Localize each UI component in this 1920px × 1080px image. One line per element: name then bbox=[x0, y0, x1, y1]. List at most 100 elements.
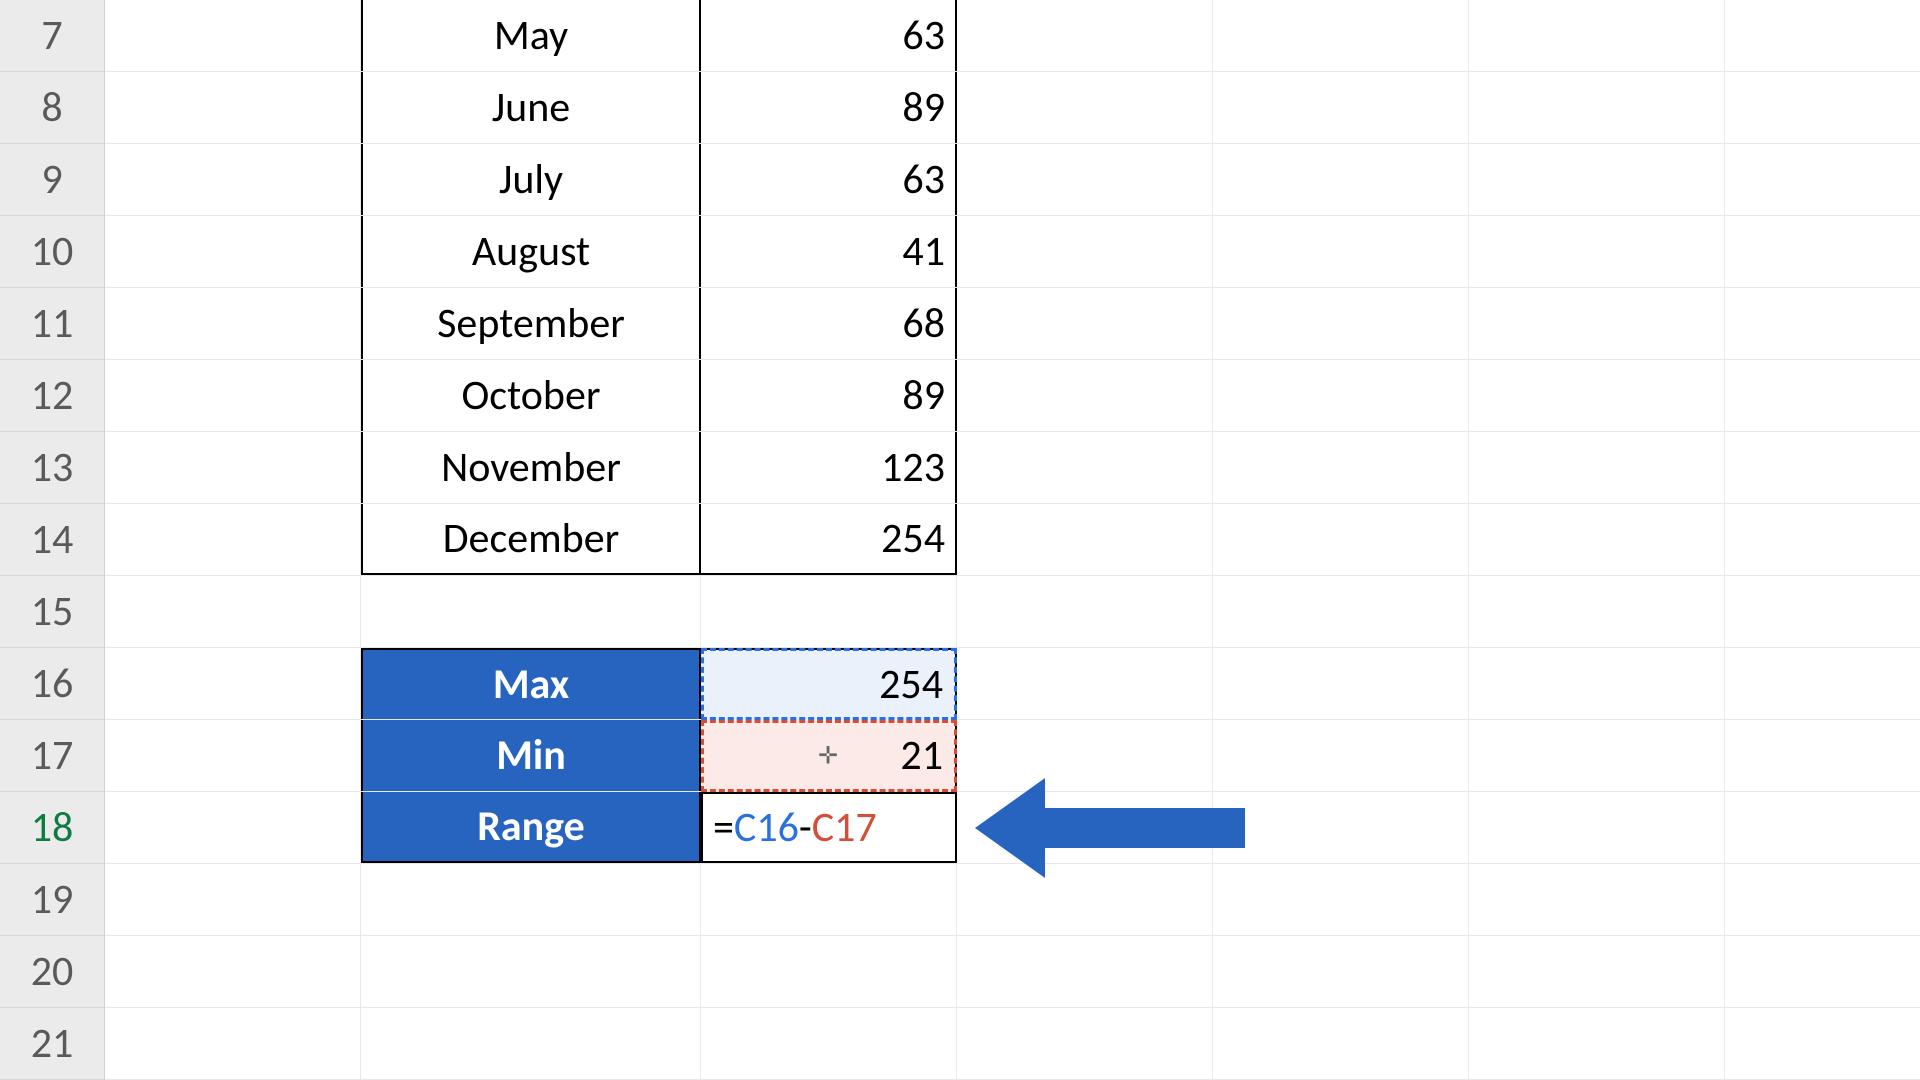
row-header-21[interactable]: 21 bbox=[0, 1008, 104, 1080]
cell-a9[interactable] bbox=[105, 144, 361, 215]
cell-e10[interactable] bbox=[1213, 216, 1469, 287]
cell-c16-max-value[interactable]: 254 bbox=[701, 648, 957, 719]
cell-a14[interactable] bbox=[105, 504, 361, 575]
row-header-19[interactable]: 19 bbox=[0, 864, 104, 936]
cell-e11[interactable] bbox=[1213, 288, 1469, 359]
cell-d11[interactable] bbox=[957, 288, 1213, 359]
cell-a16[interactable] bbox=[105, 648, 361, 719]
cell-c10-value[interactable]: 41 bbox=[701, 216, 957, 287]
cell-g18[interactable] bbox=[1725, 792, 1920, 863]
cell-c19[interactable] bbox=[701, 864, 957, 935]
cell-b12-month[interactable]: October bbox=[361, 360, 701, 431]
cell-f12[interactable] bbox=[1469, 360, 1725, 431]
cell-e15[interactable] bbox=[1213, 576, 1469, 647]
cell-b10-month[interactable]: August bbox=[361, 216, 701, 287]
row-header-10[interactable]: 10 bbox=[0, 216, 104, 288]
row-header-17[interactable]: 17 bbox=[0, 720, 104, 792]
cell-b15[interactable] bbox=[361, 576, 701, 647]
row-header-15[interactable]: 15 bbox=[0, 576, 104, 648]
cell-a20[interactable] bbox=[105, 936, 361, 1007]
cell-a8[interactable] bbox=[105, 72, 361, 143]
cell-e21[interactable] bbox=[1213, 1008, 1469, 1079]
cell-g19[interactable] bbox=[1725, 864, 1920, 935]
cell-g11[interactable] bbox=[1725, 288, 1920, 359]
cell-a21[interactable] bbox=[105, 1008, 361, 1079]
cell-a18[interactable] bbox=[105, 792, 361, 863]
cell-a15[interactable] bbox=[105, 576, 361, 647]
cell-b19[interactable] bbox=[361, 864, 701, 935]
cell-a7[interactable] bbox=[105, 0, 361, 71]
cell-a19[interactable] bbox=[105, 864, 361, 935]
row-header-18[interactable]: 18 bbox=[0, 792, 104, 864]
cell-c12-value[interactable]: 89 bbox=[701, 360, 957, 431]
cell-f11[interactable] bbox=[1469, 288, 1725, 359]
cell-f7[interactable] bbox=[1469, 0, 1725, 71]
row-header-12[interactable]: 12 bbox=[0, 360, 104, 432]
cell-a17[interactable] bbox=[105, 720, 361, 791]
cell-c11-value[interactable]: 68 bbox=[701, 288, 957, 359]
cell-e9[interactable] bbox=[1213, 144, 1469, 215]
cell-g20[interactable] bbox=[1725, 936, 1920, 1007]
cell-d15[interactable] bbox=[957, 576, 1213, 647]
cell-b11-month[interactable]: September bbox=[361, 288, 701, 359]
cell-b9-month[interactable]: July bbox=[361, 144, 701, 215]
cell-g9[interactable] bbox=[1725, 144, 1920, 215]
cell-a13[interactable] bbox=[105, 432, 361, 503]
cell-c8-value[interactable]: 89 bbox=[701, 72, 957, 143]
cell-e8[interactable] bbox=[1213, 72, 1469, 143]
cell-b17-min-label[interactable]: Min bbox=[361, 720, 701, 791]
cell-c15[interactable] bbox=[701, 576, 957, 647]
cell-f16[interactable] bbox=[1469, 648, 1725, 719]
cell-c17-min-value[interactable]: ✛ 21 bbox=[701, 720, 957, 791]
cell-f8[interactable] bbox=[1469, 72, 1725, 143]
cell-g17[interactable] bbox=[1725, 720, 1920, 791]
cell-c13-value[interactable]: 123 bbox=[701, 432, 957, 503]
cell-e12[interactable] bbox=[1213, 360, 1469, 431]
cell-f14[interactable] bbox=[1469, 504, 1725, 575]
cell-g15[interactable] bbox=[1725, 576, 1920, 647]
cell-g10[interactable] bbox=[1725, 216, 1920, 287]
cell-b18-range-label[interactable]: Range bbox=[361, 792, 701, 863]
cell-c21[interactable] bbox=[701, 1008, 957, 1079]
row-header-16[interactable]: 16 bbox=[0, 648, 104, 720]
cell-g21[interactable] bbox=[1725, 1008, 1920, 1079]
cell-e14[interactable] bbox=[1213, 504, 1469, 575]
cell-d10[interactable] bbox=[957, 216, 1213, 287]
cell-d12[interactable] bbox=[957, 360, 1213, 431]
cell-c18-formula[interactable]: =C16-C17 bbox=[701, 792, 957, 863]
cell-c9-value[interactable]: 63 bbox=[701, 144, 957, 215]
cell-f15[interactable] bbox=[1469, 576, 1725, 647]
cell-b20[interactable] bbox=[361, 936, 701, 1007]
cell-e16[interactable] bbox=[1213, 648, 1469, 719]
row-header-20[interactable]: 20 bbox=[0, 936, 104, 1008]
cell-e7[interactable] bbox=[1213, 0, 1469, 71]
row-header-13[interactable]: 13 bbox=[0, 432, 104, 504]
cell-f9[interactable] bbox=[1469, 144, 1725, 215]
cell-d9[interactable] bbox=[957, 144, 1213, 215]
cell-d16[interactable] bbox=[957, 648, 1213, 719]
cell-c14-value[interactable]: 254 bbox=[701, 504, 957, 575]
cell-b7-month[interactable]: May bbox=[361, 0, 701, 71]
cell-a11[interactable] bbox=[105, 288, 361, 359]
cell-d13[interactable] bbox=[957, 432, 1213, 503]
cell-d21[interactable] bbox=[957, 1008, 1213, 1079]
cell-f21[interactable] bbox=[1469, 1008, 1725, 1079]
cell-f13[interactable] bbox=[1469, 432, 1725, 503]
row-header-9[interactable]: 9 bbox=[0, 144, 104, 216]
cell-g16[interactable] bbox=[1725, 648, 1920, 719]
cell-f19[interactable] bbox=[1469, 864, 1725, 935]
cell-e13[interactable] bbox=[1213, 432, 1469, 503]
cell-d14[interactable] bbox=[957, 504, 1213, 575]
cell-b16-max-label[interactable]: Max bbox=[361, 648, 701, 719]
cell-a12[interactable] bbox=[105, 360, 361, 431]
cell-a10[interactable] bbox=[105, 216, 361, 287]
cell-b8-month[interactable]: June bbox=[361, 72, 701, 143]
cell-b14-month[interactable]: December bbox=[361, 504, 701, 575]
cell-b13-month[interactable]: November bbox=[361, 432, 701, 503]
cell-d8[interactable] bbox=[957, 72, 1213, 143]
cell-f20[interactable] bbox=[1469, 936, 1725, 1007]
cell-e20[interactable] bbox=[1213, 936, 1469, 1007]
cell-c7-value[interactable]: 63 bbox=[701, 0, 957, 71]
cell-b21[interactable] bbox=[361, 1008, 701, 1079]
cell-d7[interactable] bbox=[957, 0, 1213, 71]
